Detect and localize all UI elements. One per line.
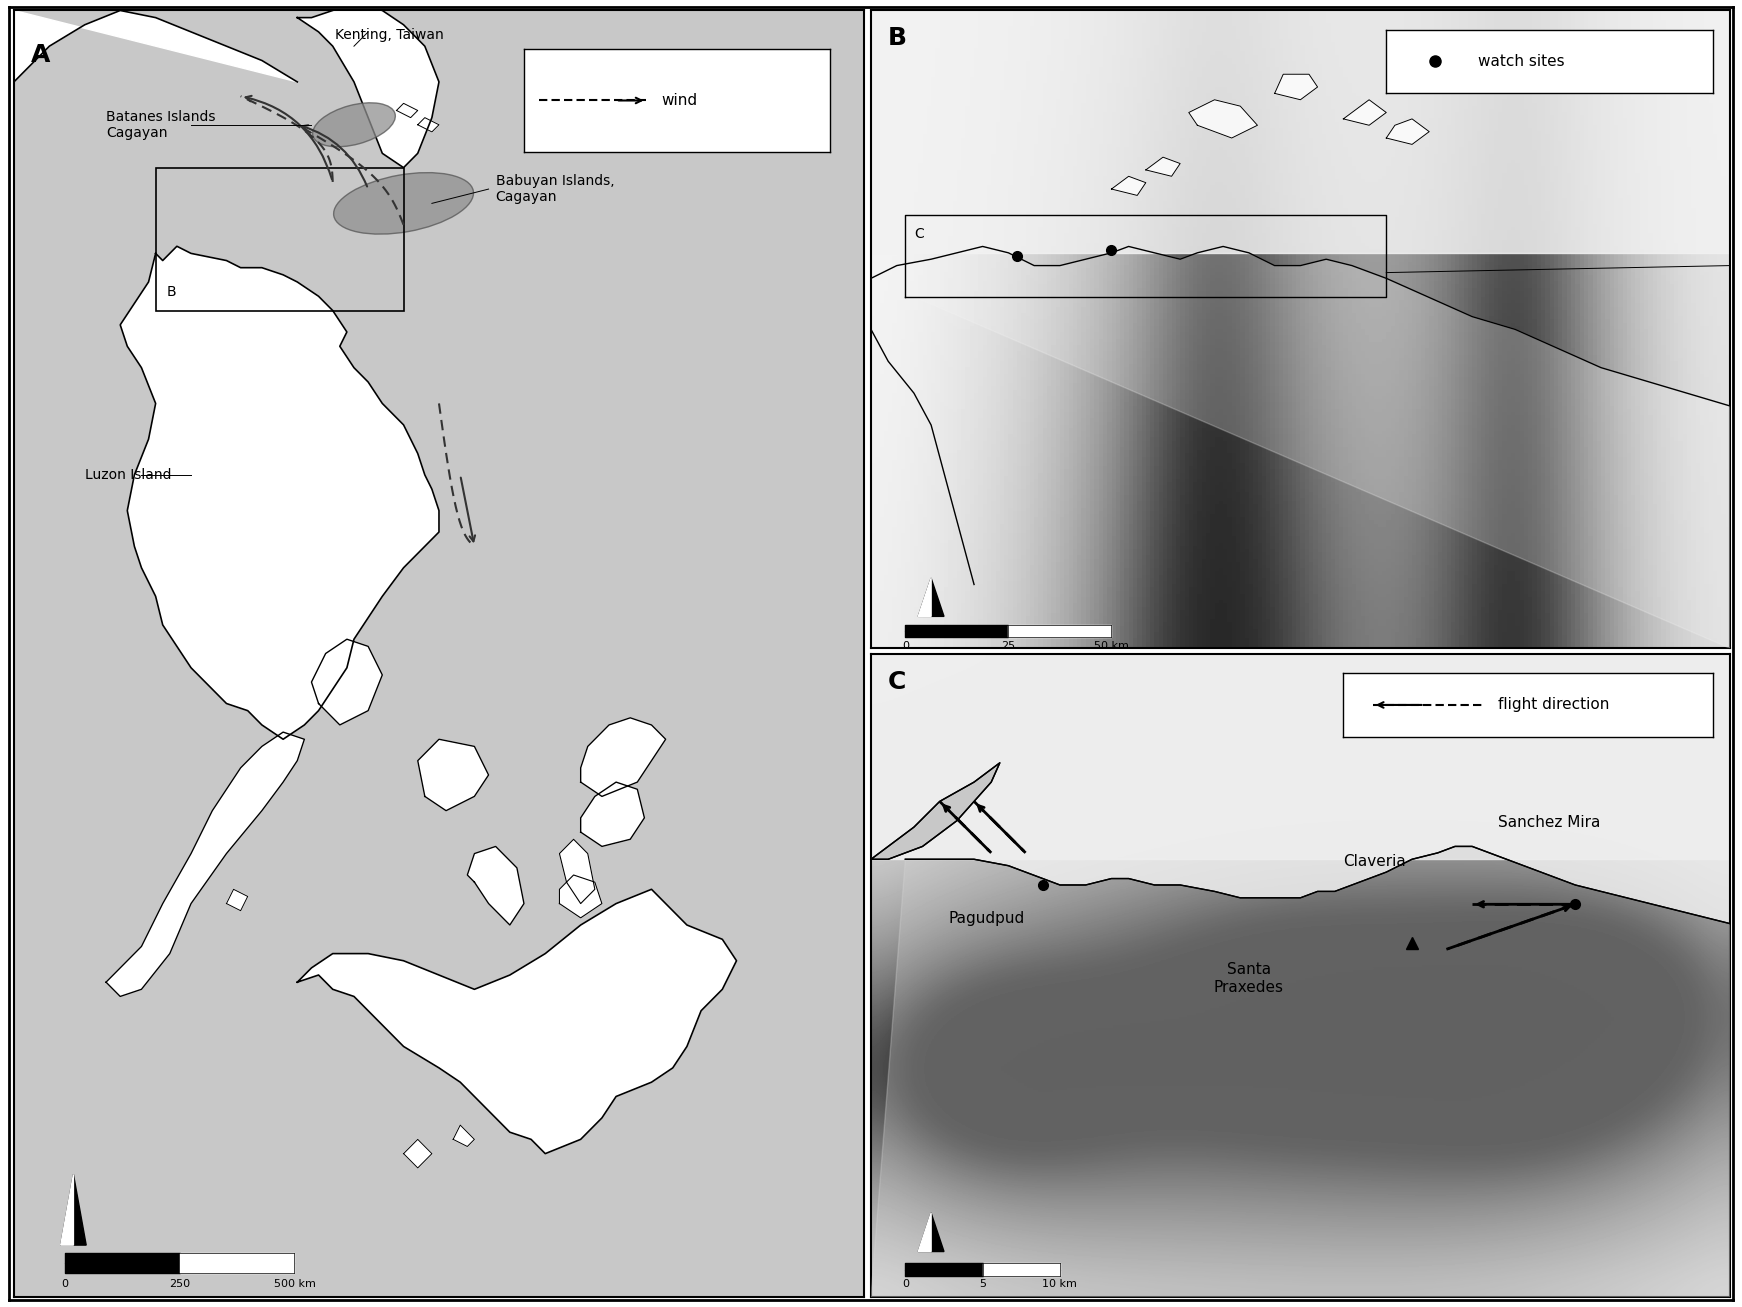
Polygon shape — [871, 654, 1730, 924]
Text: 0: 0 — [61, 1278, 68, 1289]
Text: Luzon Island: Luzon Island — [85, 468, 171, 482]
Polygon shape — [580, 782, 645, 847]
Polygon shape — [120, 246, 439, 740]
Text: 25: 25 — [1002, 640, 1016, 651]
Ellipse shape — [334, 173, 474, 234]
Polygon shape — [1275, 74, 1317, 99]
Polygon shape — [559, 839, 594, 903]
Polygon shape — [397, 103, 418, 118]
Polygon shape — [106, 732, 305, 996]
Polygon shape — [61, 1175, 85, 1246]
Polygon shape — [918, 1213, 932, 1252]
Polygon shape — [1387, 119, 1428, 144]
Text: C: C — [915, 227, 923, 242]
Text: 250: 250 — [169, 1278, 190, 1289]
Polygon shape — [418, 740, 488, 810]
Polygon shape — [298, 4, 439, 167]
Polygon shape — [918, 578, 932, 617]
Ellipse shape — [312, 103, 395, 146]
Text: Kenting, Taiwan: Kenting, Taiwan — [334, 27, 444, 42]
Text: 5: 5 — [979, 1280, 986, 1289]
Polygon shape — [312, 639, 381, 725]
Polygon shape — [453, 1125, 474, 1146]
Polygon shape — [404, 1140, 432, 1168]
Polygon shape — [871, 247, 1730, 648]
Polygon shape — [467, 847, 524, 925]
Polygon shape — [61, 1175, 73, 1246]
Text: Santa
Praxedes: Santa Praxedes — [1214, 962, 1284, 995]
Polygon shape — [1111, 176, 1146, 196]
Polygon shape — [298, 889, 737, 1154]
Text: C: C — [888, 669, 906, 694]
Text: Batanes Islands
Cagayan: Batanes Islands Cagayan — [106, 110, 216, 140]
Polygon shape — [918, 1213, 944, 1252]
Text: Claveria: Claveria — [1343, 853, 1406, 869]
Polygon shape — [418, 118, 439, 132]
Polygon shape — [918, 578, 944, 617]
Text: Babuyan Islands,
Cagayan: Babuyan Islands, Cagayan — [496, 174, 615, 204]
Polygon shape — [559, 874, 603, 918]
Text: Pagudpud: Pagudpud — [948, 911, 1024, 925]
Text: 0: 0 — [902, 1280, 909, 1289]
Polygon shape — [1188, 99, 1258, 139]
Text: A: A — [31, 43, 51, 67]
Polygon shape — [871, 763, 1000, 859]
Polygon shape — [871, 654, 1730, 859]
Polygon shape — [14, 10, 298, 82]
Text: B: B — [165, 285, 176, 299]
Text: 500 km: 500 km — [273, 1278, 315, 1289]
Text: 10 km: 10 km — [1042, 1280, 1077, 1289]
Polygon shape — [226, 889, 247, 911]
Polygon shape — [871, 10, 1730, 252]
Text: B: B — [888, 26, 908, 51]
Polygon shape — [580, 718, 665, 796]
Bar — [155, 167, 404, 311]
Polygon shape — [1343, 99, 1387, 125]
Polygon shape — [1146, 157, 1179, 176]
Text: Sanchez Mira: Sanchez Mira — [1498, 816, 1601, 830]
Text: 50 km: 50 km — [1094, 640, 1129, 651]
Text: 0: 0 — [902, 640, 909, 651]
Polygon shape — [871, 847, 1730, 1297]
